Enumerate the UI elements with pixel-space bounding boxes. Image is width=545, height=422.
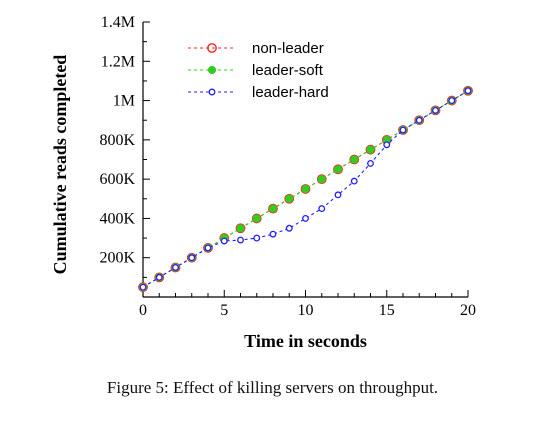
data-point-leader-hard [302, 214, 309, 222]
series-leader-soft [138, 86, 473, 292]
data-point-leader-hard [172, 264, 179, 271]
data-point-leader-soft [236, 224, 245, 233]
data-point-leader-hard [237, 236, 244, 244]
data-point-leader-hard [399, 126, 407, 134]
data-point-leader-hard [448, 97, 456, 105]
y-tick-label: 600K [99, 171, 135, 188]
series-line-leader-hard [142, 90, 469, 288]
data-point-non-leader [268, 203, 278, 214]
data-point-leader-hard [155, 273, 163, 281]
data-point-non-leader [138, 282, 148, 293]
legend-marker-leader-soft [207, 65, 217, 75]
data-point-non-leader [446, 95, 457, 106]
data-point-non-leader [333, 164, 343, 175]
data-point-non-leader [251, 213, 262, 224]
data-point-non-leader [203, 242, 213, 253]
legend-marker-leader-hard [208, 88, 216, 96]
legend: non-leader leader-soft leader-hard [188, 40, 329, 101]
y-tick-label: 200K [99, 250, 135, 267]
data-point-non-leader [284, 193, 295, 204]
x-tick-label: 0 [139, 302, 147, 319]
data-point-non-leader [186, 252, 197, 263]
data-point-non-leader [430, 105, 441, 116]
data-point-non-leader [300, 184, 311, 194]
data-point-leader-hard [139, 283, 147, 291]
legend-item-non-leader: non-leader [188, 40, 324, 57]
x-axis-label: Time in seconds [244, 331, 367, 351]
data-point-non-leader [398, 125, 408, 135]
data-point-leader-soft [366, 145, 375, 154]
y-axis-label: Cumulative reads completed [50, 55, 70, 275]
data-point-leader-soft [285, 194, 294, 203]
data-point-leader-hard [415, 116, 423, 124]
data-point-non-leader [463, 85, 473, 96]
ticks: 0 5 10 15 20 200K 400K 600K 800K 1M 1.2M 1.4M [99, 14, 476, 319]
legend-item-leader-soft: leader-soft [188, 62, 324, 79]
data-point-leader-soft [301, 184, 310, 194]
legend-label-leader-hard: leader-hard [252, 84, 329, 101]
legend-item-leader-hard: leader-hard [188, 84, 329, 101]
data-point-non-leader [170, 262, 181, 273]
line-chart: 0 5 10 15 20 200K 400K 600K 800K 1M 1.2M 1.4M non-l… [50, 14, 476, 351]
data-point-leader-hard [318, 205, 326, 213]
data-point-leader-hard [204, 244, 212, 252]
data-point-non-leader [316, 174, 327, 185]
data-point-leader-hard [220, 237, 228, 245]
data-point-non-leader [235, 223, 246, 234]
x-tick-label: 15 [379, 302, 395, 319]
y-tick-label: 1.4M [101, 14, 135, 31]
data-point-non-leader [414, 115, 425, 126]
data-point-leader-hard [285, 224, 293, 232]
x-tick-label: 20 [460, 302, 476, 319]
data-point-leader-hard [367, 159, 374, 167]
data-point-leader-hard [269, 230, 277, 238]
data-point-non-leader [365, 144, 376, 155]
data-point-leader-hard [383, 141, 391, 149]
data-point-leader-soft [350, 155, 359, 164]
data-point-non-leader [349, 154, 360, 165]
data-point-leader-soft [252, 214, 261, 223]
legend-label-leader-soft: leader-soft [252, 62, 324, 79]
series-lines [138, 85, 473, 293]
data-point-leader-hard [432, 106, 439, 114]
data-point-non-leader [154, 272, 165, 283]
series-leader-hard [139, 87, 472, 291]
data-point-leader-hard [334, 191, 342, 199]
x-tick-label: 10 [298, 302, 314, 319]
y-tick-label: 1.2M [101, 53, 135, 70]
y-tick-label: 800K [99, 132, 135, 149]
y-tick-label: 400K [99, 210, 135, 227]
figure-caption: Figure 5: Effect of killing servers on t… [106, 378, 439, 397]
data-point-leader-soft [268, 204, 278, 213]
data-point-leader-hard [464, 87, 472, 95]
y-tick-label: 1M [113, 93, 135, 110]
legend-label-non-leader: non-leader [252, 40, 324, 57]
data-point-leader-hard [188, 254, 196, 262]
data-point-leader-soft [317, 175, 326, 184]
data-point-leader-soft [333, 165, 343, 174]
data-point-leader-hard [350, 177, 358, 185]
x-tick-label: 5 [220, 302, 228, 319]
legend-marker-non-leader [207, 43, 217, 53]
data-point-leader-hard [253, 234, 261, 242]
